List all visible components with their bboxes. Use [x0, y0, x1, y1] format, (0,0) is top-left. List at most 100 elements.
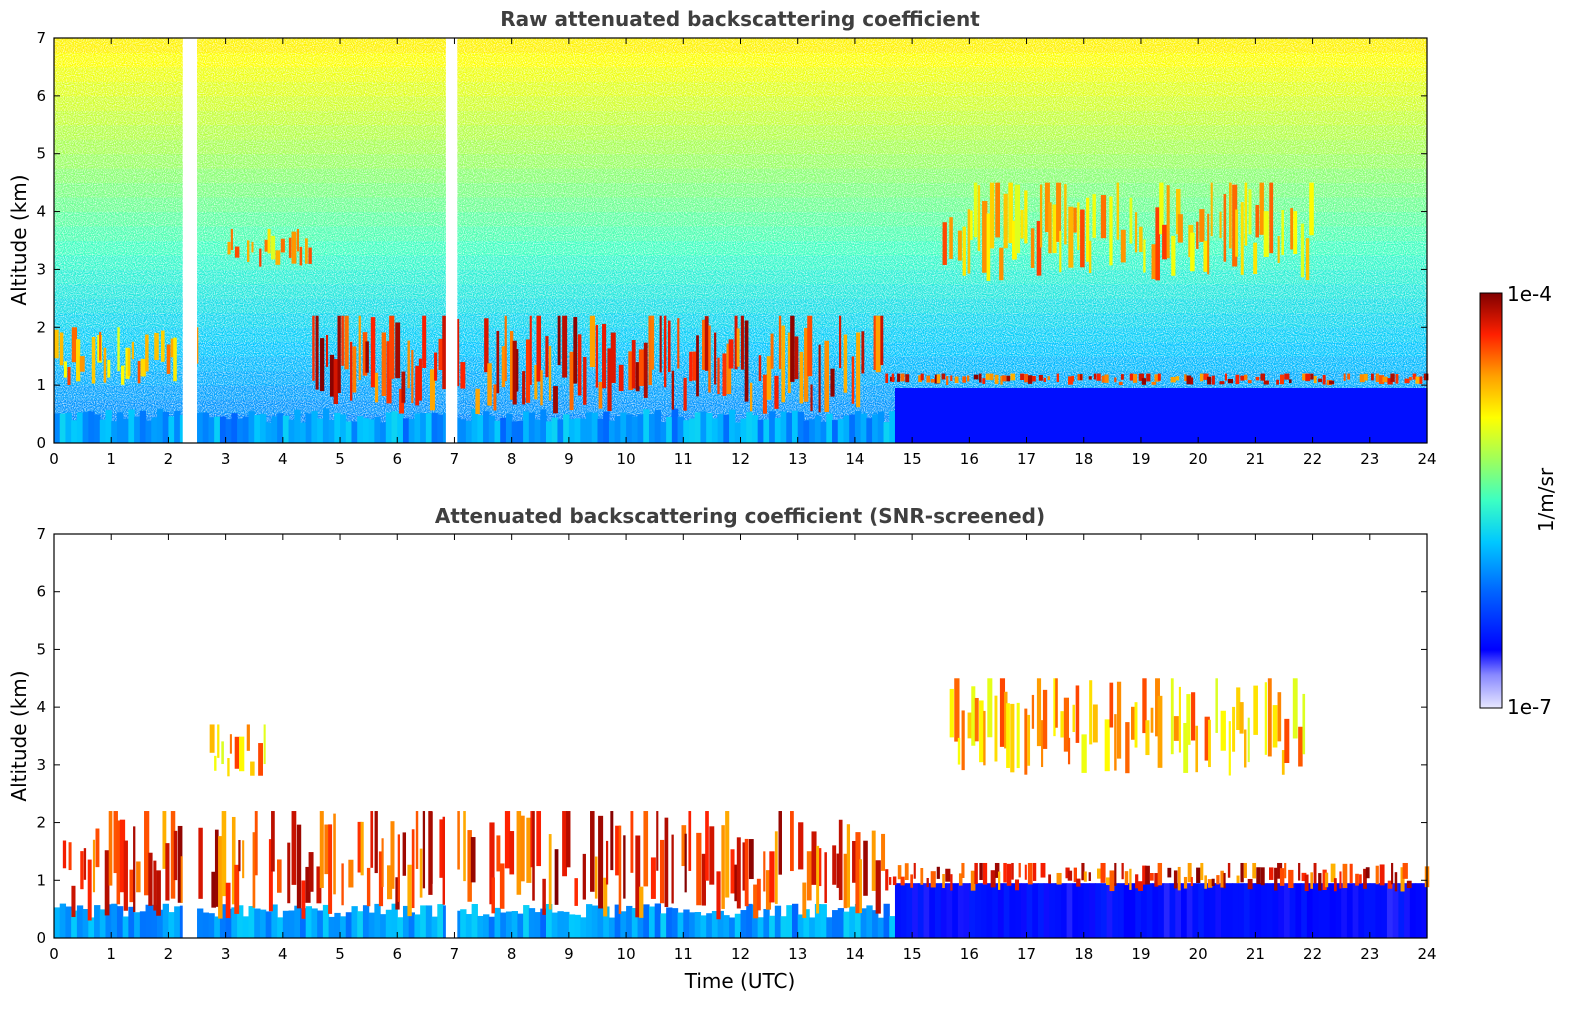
heatmap-cell: [76, 905, 84, 938]
heatmap-cell: [967, 712, 972, 739]
heatmap-cell: [1310, 872, 1313, 889]
heatmap-cell: [1146, 883, 1153, 938]
heatmap-cell: [791, 903, 799, 938]
heatmap-cell: [1239, 702, 1244, 734]
heatmap-cell: [1238, 883, 1245, 938]
heatmap-cell: [1000, 375, 1003, 385]
heatmap-cell: [1120, 229, 1126, 263]
heatmap-cell: [749, 382, 753, 412]
heatmap-cell: [751, 415, 759, 443]
heatmap-cell: [328, 419, 335, 443]
heatmap-cell: [454, 417, 461, 443]
heatmap-cell: [1243, 862, 1247, 879]
heatmap-cell: [397, 414, 404, 443]
heatmap-cell: [957, 388, 965, 443]
heatmap-cell: [1173, 870, 1178, 889]
heatmap-cell: [696, 335, 699, 397]
heatmap-cell: [259, 248, 262, 267]
heatmap-cell: [905, 374, 910, 383]
heatmap-cell: [1060, 388, 1068, 443]
heatmap-cell: [994, 374, 999, 384]
heatmap-cell: [288, 237, 292, 258]
heatmap-cell: [1088, 240, 1092, 274]
heatmap-cell: [1223, 872, 1226, 889]
heatmap-cell: [1063, 697, 1070, 752]
heatmap-cell: [511, 911, 518, 938]
x-tick-label: 8: [507, 450, 517, 468]
heatmap-cell: [557, 419, 564, 443]
heatmap-cell: [1041, 720, 1044, 768]
heatmap-cell: [133, 826, 136, 913]
x-tick-label: 14: [845, 450, 864, 468]
heatmap-cell: [1253, 242, 1258, 274]
heatmap-cell: [1177, 866, 1181, 891]
heatmap-cell: [711, 418, 719, 443]
heatmap-cell: [442, 315, 447, 390]
x-tick-label: 11: [674, 945, 693, 963]
heatmap-cell: [454, 910, 461, 938]
heatmap-cell: [231, 816, 236, 905]
heatmap-cell: [180, 856, 185, 903]
heatmap-cell: [1006, 863, 1012, 886]
panel-raw-ylabel: Altitude (km): [7, 174, 31, 305]
x-tick-label: 0: [49, 450, 59, 468]
heatmap-cell: [1015, 883, 1022, 938]
heatmap-cell: [888, 877, 892, 885]
heatmap-cell: [906, 883, 913, 938]
heatmap-cell: [460, 419, 467, 443]
heatmap-cell: [883, 422, 890, 443]
heatmap-cell: [271, 811, 275, 872]
heatmap-cell: [936, 866, 940, 879]
heatmap-cell: [999, 247, 1004, 281]
heatmap-cell: [1386, 388, 1394, 443]
heatmap-cell: [736, 837, 741, 909]
heatmap-cell: [1092, 704, 1098, 743]
heatmap-cell: [1186, 388, 1194, 443]
x-tick-label: 7: [450, 450, 460, 468]
heatmap-cell: [1255, 376, 1260, 381]
y-tick-label: 7: [36, 525, 46, 543]
heatmap-cell: [1238, 388, 1245, 443]
heatmap-cell: [1289, 388, 1297, 443]
heatmap-cell: [1049, 388, 1056, 443]
heatmap-cell: [1284, 718, 1290, 764]
heatmap-cell: [1118, 883, 1125, 938]
heatmap-cell: [357, 911, 364, 938]
heatmap-cell: [563, 414, 570, 443]
heatmap-cell: [1402, 862, 1408, 879]
heatmap-cell: [271, 416, 278, 443]
heatmap-cell: [71, 420, 78, 443]
heatmap-cell: [562, 315, 568, 378]
heatmap-cell: [1232, 388, 1239, 443]
heatmap-cell: [563, 911, 570, 938]
heatmap-cell: [618, 364, 624, 392]
heatmap-cell: [1226, 388, 1234, 443]
heatmap-cell: [517, 913, 524, 938]
heatmap-cell: [1249, 883, 1256, 938]
heatmap-cell: [811, 831, 817, 885]
heatmap-cell: [227, 241, 231, 255]
heatmap-cell: [1281, 750, 1285, 775]
heatmap-cell: [1183, 876, 1188, 889]
heatmap-cell: [797, 411, 805, 443]
heatmap-cell: [173, 337, 177, 382]
y-tick-label: 1: [36, 871, 46, 889]
heatmap-cell: [946, 388, 953, 443]
heatmap-cell: [586, 904, 593, 938]
heatmap-cell: [156, 909, 164, 938]
heatmap-cell: [1083, 388, 1091, 443]
heatmap-cell: [744, 320, 749, 402]
heatmap-cell: [488, 916, 496, 938]
heatmap-cell: [765, 870, 772, 910]
heatmap-cell: [553, 386, 558, 414]
y-tick-label: 0: [36, 929, 46, 947]
heatmap-cell: [1215, 678, 1218, 733]
heatmap-cell: [568, 914, 576, 938]
heatmap-cell: [1390, 373, 1395, 382]
heatmap-cell: [608, 420, 616, 443]
heatmap-cell: [128, 906, 135, 938]
heatmap-cell: [442, 816, 446, 905]
heatmap-cell: [1247, 717, 1250, 763]
heatmap-cell: [344, 315, 349, 370]
heatmap-cell: [711, 910, 719, 938]
